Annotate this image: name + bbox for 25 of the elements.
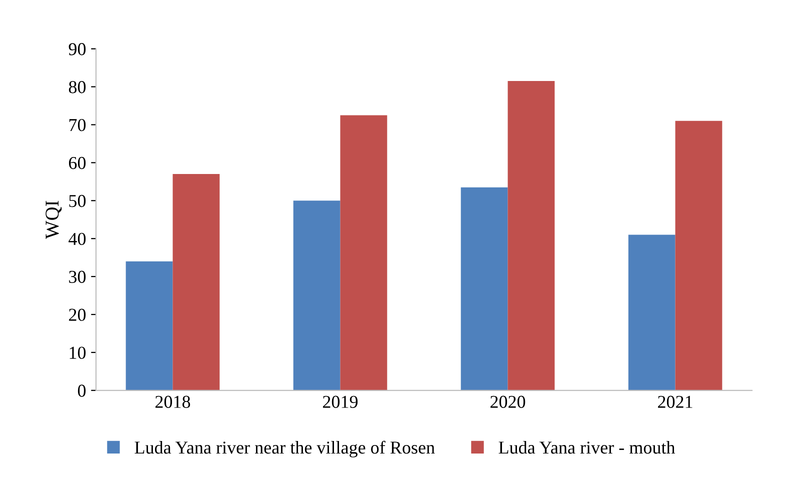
bar	[340, 115, 388, 390]
x-tick-label: 2020	[490, 396, 526, 408]
y-tick-label: 60	[69, 156, 86, 170]
y-tick-label: 40	[68, 232, 86, 246]
bar	[508, 81, 555, 390]
bar	[293, 200, 340, 390]
y-tick-label: 30	[69, 270, 86, 283]
x-tick-label: 2021	[658, 396, 692, 408]
x-tick-label: 2019	[322, 396, 358, 408]
y-tick-label: 50	[69, 194, 86, 208]
y-tick-label: 0	[78, 384, 86, 397]
legend-label: Luda Yana river near the village of Rosen	[134, 440, 435, 458]
legend-label: Luda Yana river - mouth	[498, 440, 676, 454]
bar	[172, 174, 220, 390]
y-axis-title: WQI	[46, 200, 62, 240]
bar	[460, 187, 508, 390]
y-tick-label: 90	[68, 43, 86, 56]
y-tick-label: 70	[69, 118, 86, 132]
bar	[628, 234, 676, 390]
bar	[126, 261, 173, 390]
y-tick-label: 10	[70, 346, 86, 359]
bar	[675, 120, 722, 390]
x-tick-label: 2018	[155, 396, 190, 408]
y-tick-label: 80	[68, 81, 86, 94]
y-tick-label: 20	[69, 308, 86, 321]
